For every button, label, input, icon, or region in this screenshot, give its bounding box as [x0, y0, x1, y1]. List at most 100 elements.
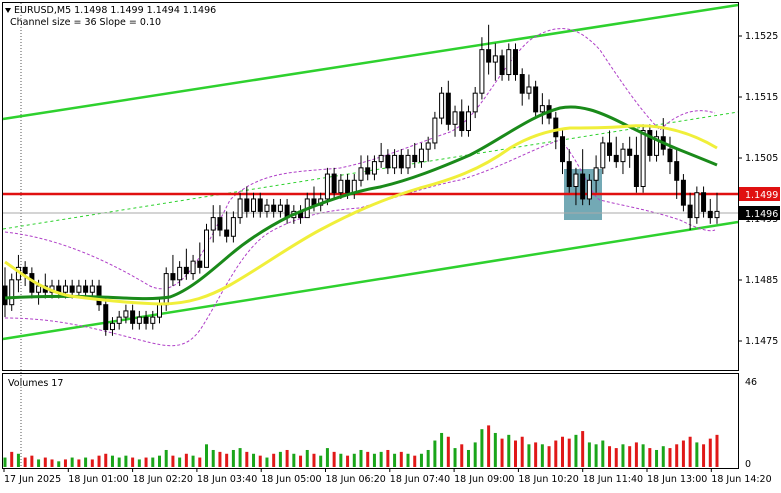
candle-body [277, 204, 283, 212]
candle-body [479, 49, 485, 94]
candle [654, 130, 660, 162]
candle [633, 136, 639, 193]
candle-body [9, 279, 15, 306]
candle [130, 304, 136, 330]
candle-body [600, 142, 606, 169]
time-label: 17 Jun 2025 [4, 474, 61, 485]
candle [385, 149, 391, 175]
time-label: 18 Jun 06:20 [326, 474, 386, 485]
candle-body [445, 92, 451, 125]
candle-body [163, 273, 169, 306]
candle [398, 149, 404, 175]
candle-body [89, 285, 95, 293]
candle-body [130, 310, 136, 324]
volume-panel-frame [2, 373, 739, 469]
candle [600, 136, 606, 175]
candle [492, 43, 498, 81]
candle-body [123, 310, 129, 318]
price-tick: 1.1485 [745, 275, 778, 286]
candle [418, 142, 424, 168]
candle-body [405, 154, 411, 169]
candle [264, 198, 270, 218]
candle-body [613, 154, 619, 163]
candle-body [560, 136, 566, 163]
candle-body [392, 154, 398, 169]
candle-body [519, 74, 525, 94]
candle-body [452, 111, 458, 125]
candle-body [237, 198, 243, 219]
candle [714, 192, 720, 224]
candle-body [230, 217, 236, 237]
candle-body [365, 167, 371, 175]
candle-body [217, 217, 223, 231]
triangle-down-icon[interactable] [5, 8, 11, 13]
time-label: 18 Jun 11:40 [583, 474, 643, 485]
candle [445, 80, 451, 131]
candle [694, 186, 700, 224]
candle [425, 136, 431, 162]
candle [324, 167, 330, 206]
candle [2, 267, 8, 318]
candle-body [674, 161, 680, 181]
candle-body [170, 273, 176, 281]
price-tick: 1.1475 [745, 336, 778, 347]
candle [533, 80, 539, 119]
candle-body [667, 148, 673, 163]
candle [271, 198, 277, 218]
candle-body [647, 130, 653, 156]
time-label: 18 Jun 02:20 [133, 474, 193, 485]
candle [539, 93, 545, 125]
candle-body [607, 142, 613, 156]
volume-layer [3, 425, 719, 467]
candle [566, 149, 572, 193]
candle-body [109, 322, 115, 331]
candle [230, 211, 236, 243]
candle-body [36, 285, 42, 293]
volume-scale-min: 0 [745, 459, 751, 470]
time-label: 18 Jun 10:20 [518, 474, 578, 485]
candle-body [150, 316, 156, 324]
candle [365, 155, 371, 181]
candle [459, 99, 465, 137]
time-label: 18 Jun 01:00 [68, 474, 128, 485]
candle-body [553, 117, 559, 138]
candle [519, 68, 525, 106]
candle [479, 37, 485, 100]
candle-body [680, 179, 686, 206]
candle [109, 317, 115, 336]
candle-body [197, 260, 203, 268]
candle-body [345, 179, 351, 194]
candle-body [385, 154, 391, 169]
candle-body [439, 92, 445, 119]
candle [237, 192, 243, 224]
candle [512, 43, 518, 81]
candle [150, 310, 156, 330]
candle [244, 186, 250, 218]
candle [667, 136, 673, 175]
candles-layer [2, 24, 720, 336]
candle-body [257, 198, 263, 212]
time-axis: 17 Jun 2025 18 Jun 01:00 18 Jun 02:20 18 Ju… [3, 468, 772, 485]
candle [647, 124, 653, 162]
candle-body [472, 92, 478, 113]
symbol-info: EURUSD,M5 1.1498 1.1499 1.1494 1.1496 [14, 5, 216, 16]
candle [22, 261, 28, 287]
candle-body [418, 148, 424, 163]
level-price-label: 1.1499 [745, 190, 778, 201]
candle [439, 86, 445, 125]
candle [116, 310, 122, 330]
candle-body [183, 266, 189, 275]
candle [358, 155, 364, 187]
ma-slow-line [4, 124, 718, 306]
candle [526, 74, 532, 100]
candle-body [62, 285, 68, 293]
candle-body [271, 204, 277, 212]
candle-body [69, 285, 75, 293]
candle [573, 167, 579, 206]
candle-body [499, 55, 505, 76]
candle-body [338, 179, 344, 194]
candle [371, 155, 377, 181]
time-label: 18 Jun 13:00 [647, 474, 707, 485]
